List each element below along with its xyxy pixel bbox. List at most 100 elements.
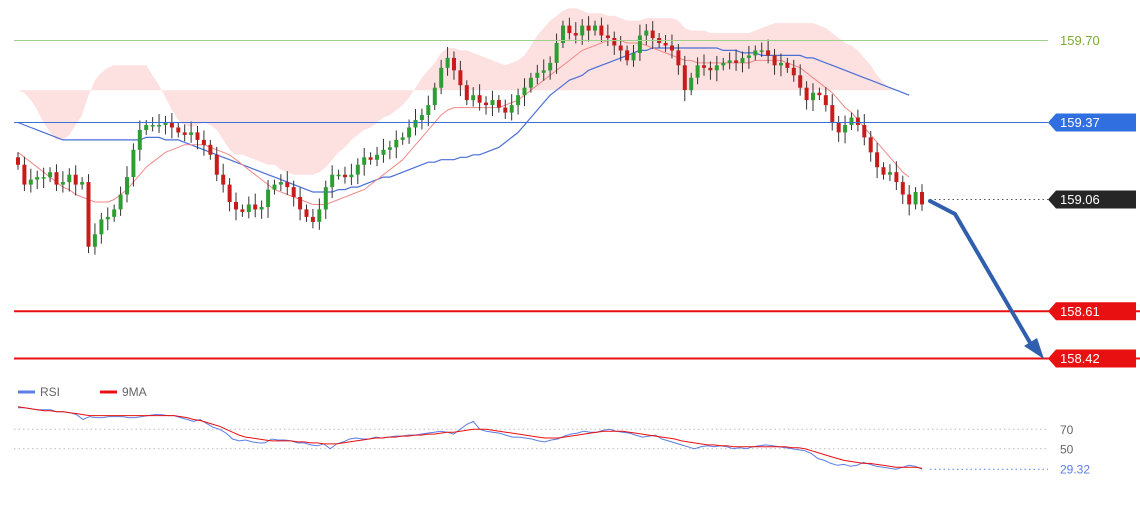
candle bbox=[157, 114, 162, 133]
candle-body bbox=[548, 62, 553, 71]
candle bbox=[759, 42, 764, 57]
candle-body bbox=[823, 95, 828, 106]
forecast-arrow-head bbox=[1024, 338, 1044, 359]
candle bbox=[28, 168, 33, 193]
candle bbox=[496, 95, 501, 113]
candle bbox=[400, 132, 405, 145]
candle bbox=[118, 186, 123, 216]
candle-body bbox=[509, 105, 514, 113]
candle bbox=[625, 45, 630, 66]
candle bbox=[343, 166, 347, 184]
level-label: 159.06 bbox=[1060, 192, 1100, 207]
candle-body bbox=[888, 172, 892, 175]
candle-body bbox=[163, 122, 168, 125]
candle-body bbox=[721, 62, 726, 66]
candle-body bbox=[471, 95, 476, 101]
candle-body bbox=[41, 177, 46, 179]
candle bbox=[86, 174, 91, 254]
candle bbox=[214, 146, 219, 182]
level-label-box bbox=[1048, 113, 1136, 132]
candle-body bbox=[496, 100, 501, 108]
candle bbox=[913, 187, 918, 210]
candle-body bbox=[131, 149, 136, 178]
level-159-70: 159.70 bbox=[14, 33, 1100, 48]
candle-body bbox=[702, 65, 706, 68]
candle bbox=[503, 99, 508, 120]
candle-body bbox=[695, 65, 700, 78]
candle bbox=[137, 120, 142, 161]
candle bbox=[221, 163, 226, 193]
candle bbox=[894, 161, 899, 191]
candle bbox=[201, 130, 206, 156]
candle-body bbox=[298, 197, 303, 210]
candle-body bbox=[682, 65, 687, 91]
candle-body bbox=[16, 157, 20, 165]
candle bbox=[67, 168, 72, 192]
candle bbox=[541, 59, 546, 81]
candle-body bbox=[214, 154, 219, 175]
candle-body bbox=[567, 25, 572, 34]
level-label-box bbox=[1048, 302, 1136, 321]
candle bbox=[798, 64, 803, 96]
candle bbox=[41, 167, 46, 189]
candle bbox=[432, 82, 437, 111]
candle-body bbox=[894, 172, 899, 183]
candle-body bbox=[452, 57, 456, 71]
candle-body bbox=[253, 204, 258, 210]
candle bbox=[836, 116, 841, 142]
candle-body bbox=[323, 187, 328, 210]
candle-body bbox=[477, 95, 482, 103]
candle bbox=[419, 108, 424, 130]
candle-body bbox=[112, 209, 117, 217]
candle-body bbox=[278, 182, 283, 185]
rsi-series-9ma bbox=[17, 406, 923, 469]
candle-body bbox=[105, 216, 110, 220]
candle bbox=[561, 20, 565, 48]
candle-body bbox=[368, 157, 373, 160]
candle-body bbox=[240, 209, 245, 212]
candle bbox=[387, 140, 392, 160]
candle bbox=[16, 152, 20, 170]
level-label-box bbox=[1048, 190, 1136, 209]
candle bbox=[522, 78, 527, 107]
candle-body bbox=[458, 70, 463, 86]
candle-body bbox=[875, 152, 880, 168]
candle-body bbox=[484, 102, 488, 106]
candle-body bbox=[580, 25, 585, 36]
candle-body bbox=[272, 184, 277, 190]
candle-body bbox=[625, 50, 630, 61]
candle bbox=[605, 24, 610, 46]
candle-body bbox=[419, 115, 424, 120]
candle bbox=[182, 124, 187, 142]
candle-body bbox=[573, 33, 578, 36]
candle bbox=[35, 170, 40, 190]
candle bbox=[48, 167, 53, 183]
candle bbox=[349, 163, 354, 186]
candle-body bbox=[535, 72, 540, 78]
candle bbox=[150, 117, 155, 132]
candle bbox=[227, 178, 232, 212]
candle-body bbox=[727, 60, 732, 63]
candle-body bbox=[644, 30, 649, 36]
candle-body bbox=[310, 216, 315, 222]
candle bbox=[80, 177, 85, 190]
candle bbox=[317, 198, 322, 230]
candle bbox=[746, 45, 751, 69]
candle bbox=[426, 95, 431, 126]
candle-body bbox=[907, 194, 912, 205]
candle bbox=[823, 87, 828, 112]
candle-body bbox=[868, 137, 873, 153]
candle bbox=[920, 184, 924, 211]
candle bbox=[464, 80, 469, 106]
moving-average-slow bbox=[17, 47, 910, 193]
candle bbox=[125, 166, 129, 203]
forecast-arrow bbox=[928, 199, 1044, 359]
candle-body bbox=[189, 132, 194, 135]
candle-body bbox=[881, 167, 886, 175]
candle bbox=[471, 87, 476, 107]
candle bbox=[355, 158, 360, 185]
candle bbox=[670, 34, 674, 59]
candle bbox=[92, 223, 97, 255]
candle bbox=[811, 83, 815, 112]
